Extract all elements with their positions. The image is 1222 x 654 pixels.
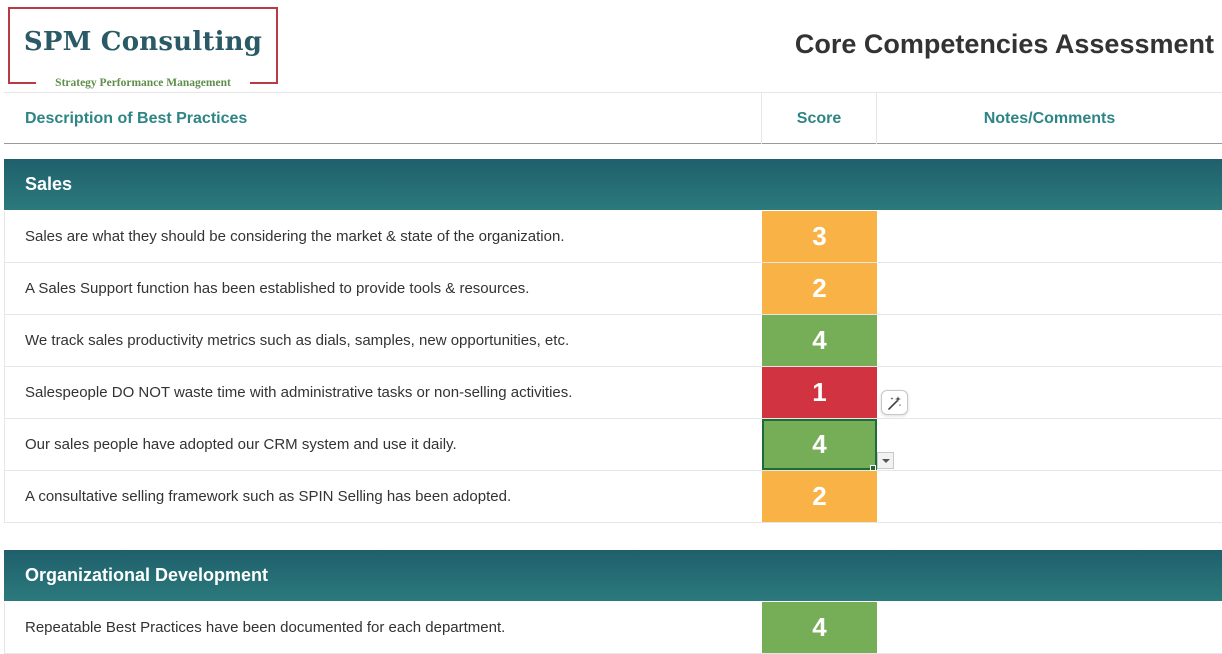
table-row: A Sales Support function has been establ… xyxy=(4,263,1222,315)
notes-cell[interactable] xyxy=(877,471,1222,522)
notes-cell[interactable] xyxy=(877,602,1222,653)
section-title: Sales xyxy=(25,174,73,194)
magic-wand-icon[interactable] xyxy=(881,390,908,415)
score-cell[interactable]: 1 xyxy=(762,367,877,418)
table-row: Our sales people have adopted our CRM sy… xyxy=(4,419,1222,471)
logo-tagline: Strategy Performance Management xyxy=(55,77,231,89)
table-row: Salespeople DO NOT waste time with admin… xyxy=(4,367,1222,419)
notes-cell[interactable] xyxy=(877,419,1222,470)
table-row: A consultative selling framework such as… xyxy=(4,471,1222,523)
score-cell-selected[interactable]: 4 xyxy=(762,419,877,470)
score-cell[interactable]: 2 xyxy=(762,471,877,522)
score-cell[interactable]: 4 xyxy=(762,315,877,366)
row-description[interactable]: A Sales Support function has been establ… xyxy=(25,280,530,297)
notes-cell[interactable] xyxy=(877,367,1222,418)
logo-bottom-border xyxy=(8,68,278,84)
chevron-down-icon[interactable] xyxy=(877,452,894,469)
page-title: Core Competencies Assessment xyxy=(794,29,1214,59)
column-header-notes[interactable]: Notes/Comments xyxy=(983,110,1116,127)
table-row: Repeatable Best Practices have been docu… xyxy=(4,602,1222,654)
score-cell[interactable]: 4 xyxy=(762,602,877,653)
row-description[interactable]: Our sales people have adopted our CRM sy… xyxy=(25,436,457,453)
column-header-row: Description of Best Practices Score Note… xyxy=(4,92,1222,144)
row-description[interactable]: Salespeople DO NOT waste time with admin… xyxy=(25,384,573,401)
logo-name: SPM Consulting xyxy=(23,27,263,57)
row-description[interactable]: Sales are what they should be considerin… xyxy=(25,228,565,245)
row-description[interactable]: We track sales productivity metrics such… xyxy=(25,332,570,349)
section-header-organizational-development[interactable]: Organizational Development xyxy=(4,550,1222,601)
row-description[interactable]: A consultative selling framework such as… xyxy=(25,488,512,505)
notes-cell[interactable] xyxy=(877,263,1222,314)
section-header-sales[interactable]: Sales xyxy=(4,159,1222,210)
column-header-score[interactable]: Score xyxy=(762,93,877,144)
score-cell[interactable]: 3 xyxy=(762,211,877,262)
notes-cell[interactable] xyxy=(877,315,1222,366)
logo: SPM Consulting Strategy Performance Mana… xyxy=(8,7,278,89)
score-cell[interactable]: 2 xyxy=(762,263,877,314)
fill-handle[interactable] xyxy=(870,465,876,471)
section-title: Organizational Development xyxy=(25,565,269,585)
table-row: We track sales productivity metrics such… xyxy=(4,315,1222,367)
notes-cell[interactable] xyxy=(877,211,1222,262)
table-row: Sales are what they should be considerin… xyxy=(4,211,1222,263)
row-description[interactable]: Repeatable Best Practices have been docu… xyxy=(25,619,506,636)
column-header-description[interactable]: Description of Best Practices xyxy=(4,93,762,144)
